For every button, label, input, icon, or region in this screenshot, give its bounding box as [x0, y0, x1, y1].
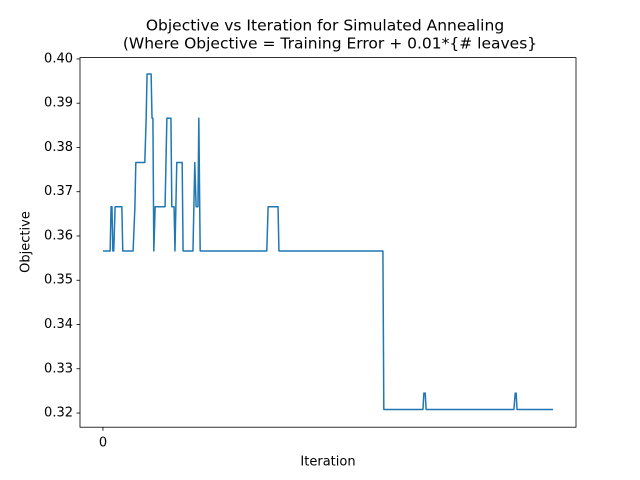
y-tick-label: 0.37 [44, 184, 73, 199]
x-axis-label: Iteration [300, 455, 355, 470]
y-tick-label: 0.32 [44, 406, 73, 421]
y-tick-label: 0.35 [44, 273, 73, 288]
y-tick-label: 0.38 [44, 140, 73, 155]
chart-title: Objective vs Iteration for Simulated Ann… [146, 17, 504, 35]
y-tick-label: 0.40 [44, 51, 73, 66]
x-tick-label: 0 [99, 436, 107, 451]
axes-frame [79, 57, 577, 428]
y-tick-label: 0.33 [44, 361, 73, 376]
chart-title: (Where Objective = Training Error + 0.01… [123, 35, 537, 53]
y-tick-label: 0.36 [44, 228, 73, 243]
y-axis-label: Objective [19, 211, 34, 273]
line [102, 73, 554, 411]
y-tick-label: 0.39 [44, 96, 73, 111]
y-tick-label: 0.34 [44, 317, 73, 332]
